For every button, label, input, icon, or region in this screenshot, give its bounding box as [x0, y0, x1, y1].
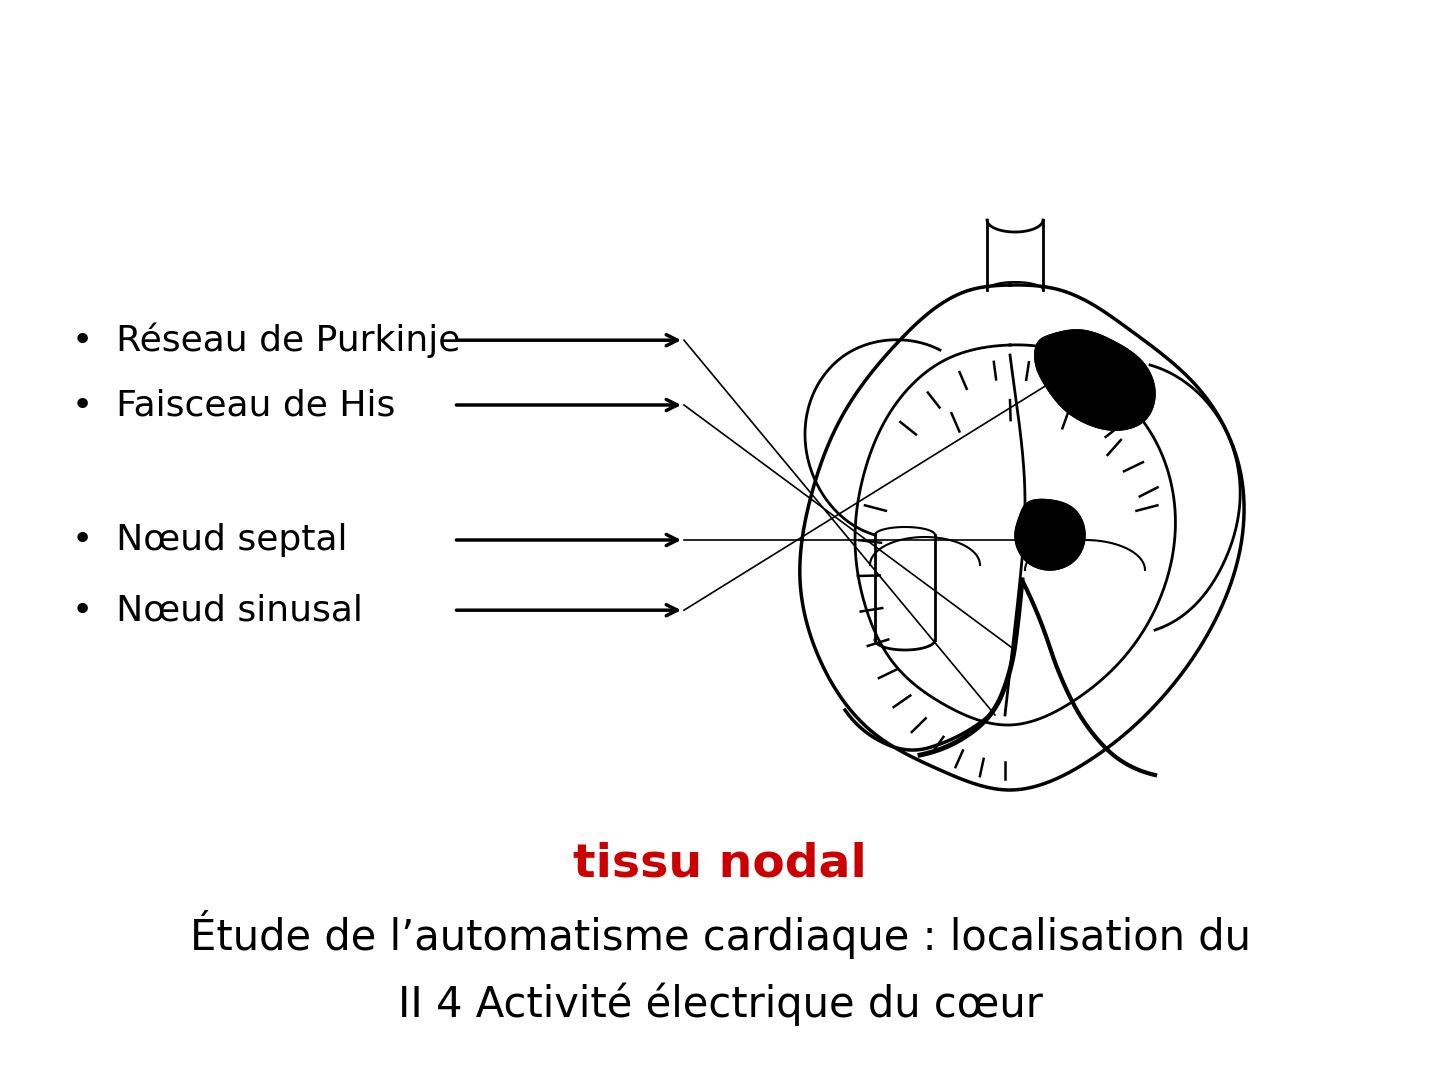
Text: II 4 Activité électrique du cœur: II 4 Activité électrique du cœur: [397, 983, 1043, 1026]
Polygon shape: [1035, 329, 1155, 430]
Text: Étude de l’automatisme cardiaque : localisation du: Étude de l’automatisme cardiaque : local…: [190, 909, 1250, 959]
Text: •  Nœud septal: • Nœud septal: [72, 523, 347, 557]
Text: tissu nodal: tissu nodal: [573, 841, 867, 887]
Text: •  Nœud sinusal: • Nœud sinusal: [72, 593, 363, 627]
Text: •  Faisceau de His: • Faisceau de His: [72, 388, 396, 422]
Text: •  Réseau de Purkinje: • Réseau de Purkinje: [72, 323, 461, 357]
Polygon shape: [1015, 499, 1084, 570]
